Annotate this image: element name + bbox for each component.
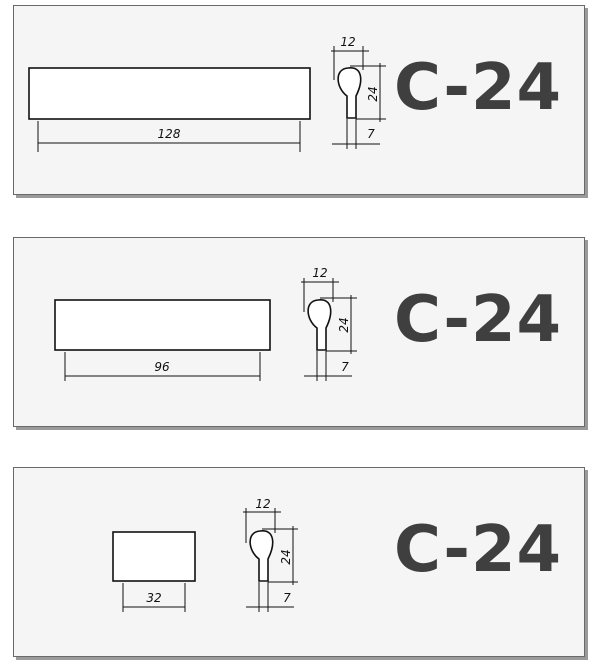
handle-profile [337, 67, 362, 119]
handle-profile [307, 299, 332, 351]
height-label: 24 [366, 86, 380, 101]
drawing-canvas: 32 12 24 7 [112, 497, 298, 612]
handle-profile [249, 530, 274, 582]
length-label: 32 [146, 591, 161, 605]
handle-front-view [112, 531, 196, 582]
height-label: 24 [337, 317, 351, 332]
base-label: 7 [367, 127, 375, 141]
handle-front-view [54, 299, 271, 351]
base-label: 7 [283, 591, 291, 605]
drawing-canvas: 96 12 24 7 [54, 266, 357, 381]
product-code: C-24 [393, 51, 562, 125]
base-label: 7 [341, 360, 349, 374]
product-code: C-24 [393, 513, 562, 587]
product-panel-128: 128 12 24 7 C-24 [13, 5, 585, 195]
product-panel-96: 96 12 24 7 C-24 [13, 237, 585, 427]
width-label: 12 [340, 35, 355, 49]
drawing-canvas: 128 12 24 7 [28, 35, 386, 152]
length-label: 128 [158, 127, 181, 141]
product-code: C-24 [393, 283, 562, 357]
width-label: 12 [255, 497, 270, 511]
product-panel-32: 32 12 24 7 C-24 [13, 467, 585, 657]
length-label: 96 [154, 360, 170, 374]
handle-front-view [28, 67, 311, 120]
width-label: 12 [312, 266, 327, 280]
height-label: 24 [279, 549, 293, 564]
